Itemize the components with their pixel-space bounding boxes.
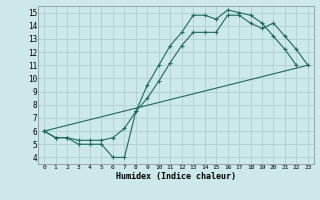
X-axis label: Humidex (Indice chaleur): Humidex (Indice chaleur) <box>116 172 236 181</box>
